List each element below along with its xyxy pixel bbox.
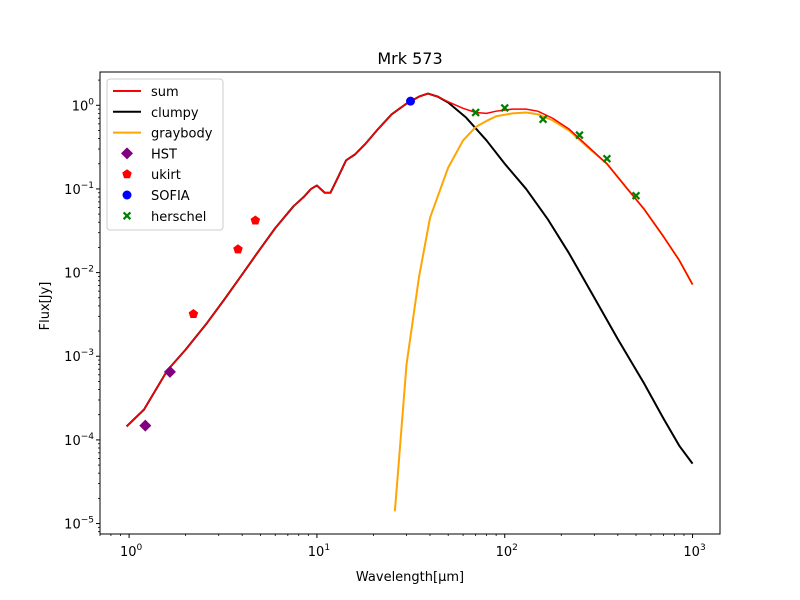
y-tick-label: 10−3 — [64, 348, 94, 365]
y-tick-label: 100 — [72, 97, 95, 114]
legend: sum clumpy graybody HST ukirt SOFIA herschel — [106, 78, 224, 231]
legend-label-hst: HST — [151, 147, 177, 162]
legend-label-herschel: herschel — [151, 210, 206, 225]
legend-box — [106, 78, 224, 231]
data-point-hst-1 — [163, 365, 176, 378]
x-tick-label: 103 — [683, 543, 705, 560]
data-point-sofia-0 — [406, 96, 416, 106]
data-point-ukirt-1 — [233, 244, 243, 254]
data-point-herschel-1 — [500, 103, 509, 113]
legend-item-clumpy: clumpy — [113, 106, 199, 121]
y-tick-label: 10−1 — [64, 181, 94, 198]
legend-label-sum: sum — [151, 85, 179, 100]
x-tick-label: 102 — [496, 543, 518, 560]
x-tick-label: 101 — [308, 543, 330, 560]
data-point-herschel-5 — [631, 191, 641, 200]
data-point-herschel-0 — [471, 108, 480, 117]
data-point-herschel-2 — [538, 115, 548, 124]
data-point-herschel-4 — [602, 154, 612, 163]
data-point-hst-0 — [139, 419, 152, 432]
axes: 100 101 102 103 10−5 10−4 10−3 10−2 10−1 100 — [64, 71, 721, 560]
chart-title: Mrk 573 — [377, 49, 442, 68]
y-tick-label: 10−2 — [64, 265, 94, 282]
y-tick-label: 10−5 — [64, 516, 94, 533]
legend-swatch-hst — [121, 147, 133, 160]
x-axis-label: Wavelength[μm] — [356, 570, 464, 585]
legend-label-ukirt: ukirt — [151, 168, 181, 183]
y-axis-label: Flux[Jy] — [38, 282, 53, 331]
legend-swatch-sofia — [122, 190, 132, 200]
legend-item-herschel: herschel — [122, 210, 206, 225]
data-point-herschel-3 — [575, 130, 584, 140]
legend-item-hst: HST — [121, 147, 177, 162]
legend-item-sum: sum — [113, 85, 179, 100]
data-point-ukirt-0 — [188, 308, 199, 319]
data-point-ukirt-2 — [250, 215, 261, 225]
legend-swatch-ukirt — [122, 169, 132, 179]
legend-label-graybody: graybody — [151, 127, 213, 142]
legend-item-graybody: graybody — [113, 127, 213, 142]
legend-swatch-herschel — [122, 211, 132, 220]
plot-area — [125, 92, 694, 512]
axes-frame — [99, 71, 721, 535]
legend-label-sofia: SOFIA — [151, 189, 190, 204]
series-line-sum — [126, 92, 694, 427]
legend-label-clumpy: clumpy — [151, 106, 199, 121]
y-tick-label: 10−4 — [64, 432, 94, 449]
legend-item-sofia: SOFIA — [122, 189, 190, 204]
legend-item-ukirt: ukirt — [122, 168, 181, 183]
x-tick-label: 100 — [120, 543, 143, 560]
